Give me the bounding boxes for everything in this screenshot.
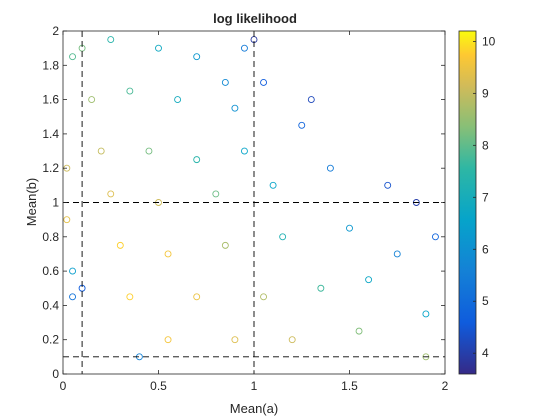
y-axis-ticks: 0 0.2 0.4 0.6 0.8 1 1.2 1.4 1.6 1.8 2 [42,24,445,381]
colorbar-tick-label: 4 [482,346,489,360]
colorbar-tick-label: 10 [482,34,496,48]
x-axis-label: Mean(a) [230,401,278,416]
x-tick-label: 0 [60,379,67,393]
x-tick-label: 0.5 [150,379,167,393]
y-tick-label: 1.8 [42,58,59,72]
data-point [126,87,134,95]
y-tick-label: 0 [52,367,59,381]
x-tick-label: 1.5 [341,379,358,393]
data-point [193,293,201,301]
data-point [260,293,267,301]
data-point [174,96,182,104]
data-point [69,53,77,61]
data-point [193,53,201,61]
colorbar: 4 5 6 7 8 9 10 [458,30,496,375]
data-point [126,293,134,301]
data-point [317,284,325,292]
reference-lines [63,31,445,374]
x-axis-ticks: 0 0.5 1 1.5 2 [60,31,449,393]
colorbar-tick-label: 8 [482,138,489,152]
data-point [240,44,248,52]
data-point [231,104,239,112]
data-point [355,327,363,335]
colorbar-tick-label: 9 [482,86,489,100]
data-point [240,147,248,155]
y-tick-label: 0.2 [42,333,59,347]
data-point [260,78,267,86]
y-tick-label: 1.4 [42,127,59,141]
data-point [69,267,77,275]
data-point [155,44,162,52]
y-tick-label: 0.8 [42,230,59,244]
data-point [346,224,353,232]
colorbar-tick-label: 7 [482,190,489,204]
data-point [145,147,153,155]
y-tick-label: 1 [52,196,59,210]
x-tick-label: 1 [251,379,258,393]
data-point [326,164,334,172]
colorbar-gradient [458,30,477,375]
chart-title: log likelihood [213,11,297,26]
data-point [221,78,229,86]
scatter-points [63,36,439,361]
data-point [432,233,439,241]
data-point [221,241,229,249]
data-point [307,96,315,104]
colorbar-tick-label: 6 [482,242,489,256]
data-point [365,276,373,284]
data-point [422,310,430,318]
data-point [69,293,77,301]
data-point [288,336,296,344]
data-point [269,181,277,189]
data-point [384,181,392,189]
y-tick-label: 2 [52,24,59,38]
data-point [88,96,96,104]
data-point [107,36,115,44]
data-point [298,121,306,129]
y-tick-label: 1.2 [42,161,59,175]
data-point [63,216,71,224]
data-point [231,336,239,344]
plot-area: 0 0.5 1 1.5 2 0 0.2 0.4 0.6 0.8 1 1.2 1.4 1.6 1.8 2 [42,24,448,393]
data-point [164,250,172,258]
data-point [116,241,124,249]
y-axis-label: Mean(b) [24,178,39,226]
data-point [97,147,105,155]
data-point [279,233,287,241]
y-tick-label: 0.4 [42,298,59,312]
data-point [393,250,401,258]
data-point [107,190,115,198]
colorbar-ticks: 4 5 6 7 8 9 10 [473,34,496,360]
data-point [193,156,201,164]
y-tick-label: 0.6 [42,264,59,278]
colorbar-tick-label: 5 [482,294,489,308]
data-point [212,190,220,198]
y-tick-label: 1.6 [42,93,59,107]
x-tick-label: 2 [442,379,449,393]
data-point [164,336,172,344]
